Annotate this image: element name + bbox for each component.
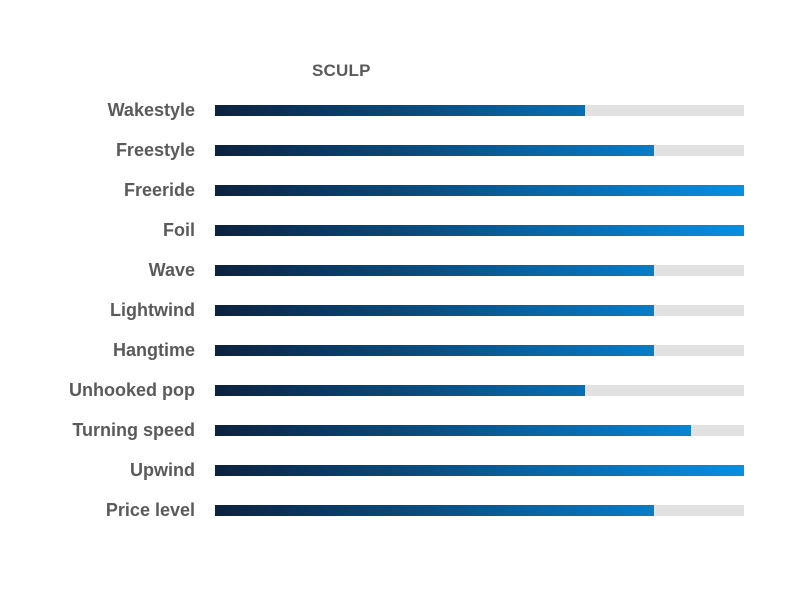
- bar-track: [215, 265, 744, 276]
- bar-rows: Wakestyle Freestyle Freeride Foil Wave Lightw…: [0, 90, 812, 530]
- bar-row: Wakestyle: [0, 90, 812, 130]
- bar: [215, 225, 744, 236]
- bar-track: [215, 505, 744, 516]
- bar: [215, 105, 586, 116]
- category-label: Upwind: [130, 460, 195, 480]
- bar-row: Freestyle: [0, 130, 812, 170]
- category-label: Lightwind: [110, 300, 195, 320]
- bar-row: Unhooked pop: [0, 370, 812, 410]
- bar: [215, 505, 655, 516]
- bar: [215, 185, 744, 196]
- bar-row: Freeride: [0, 170, 812, 210]
- bar: [215, 145, 655, 156]
- bar-row: Wave: [0, 250, 812, 290]
- bar-track: [215, 465, 744, 476]
- bar-track: [215, 145, 744, 156]
- category-label: Hangtime: [112, 340, 195, 360]
- bar: [215, 465, 744, 476]
- category-label: Foil: [163, 220, 195, 240]
- bar-track: [215, 225, 744, 236]
- bar-track: [215, 385, 744, 396]
- bar-track: [215, 305, 744, 316]
- bar-track: [215, 425, 744, 436]
- category-label: Price level: [105, 500, 195, 520]
- bar-row: Upwind: [0, 450, 812, 490]
- category-label: Unhooked pop: [69, 380, 195, 400]
- category-label: Freeride: [123, 180, 195, 200]
- bar: [215, 265, 655, 276]
- bar: [215, 385, 586, 396]
- category-label: Wakestyle: [107, 100, 195, 120]
- bar: [215, 305, 655, 316]
- bar-track: [215, 105, 744, 116]
- bar: [215, 345, 655, 356]
- bar-track: [215, 345, 744, 356]
- category-label: Wave: [148, 260, 195, 280]
- category-label: Turning speed: [72, 420, 195, 440]
- bar: [215, 425, 692, 436]
- bar-row: Hangtime: [0, 330, 812, 370]
- bar-row: Price level: [0, 490, 812, 530]
- bar-row: Foil: [0, 210, 812, 250]
- bar-row: Lightwind: [0, 290, 812, 330]
- bar-row: Turning speed: [0, 410, 812, 450]
- bar-track: [215, 185, 744, 196]
- chart-title: SCULP: [312, 61, 371, 80]
- category-label: Freestyle: [115, 140, 195, 160]
